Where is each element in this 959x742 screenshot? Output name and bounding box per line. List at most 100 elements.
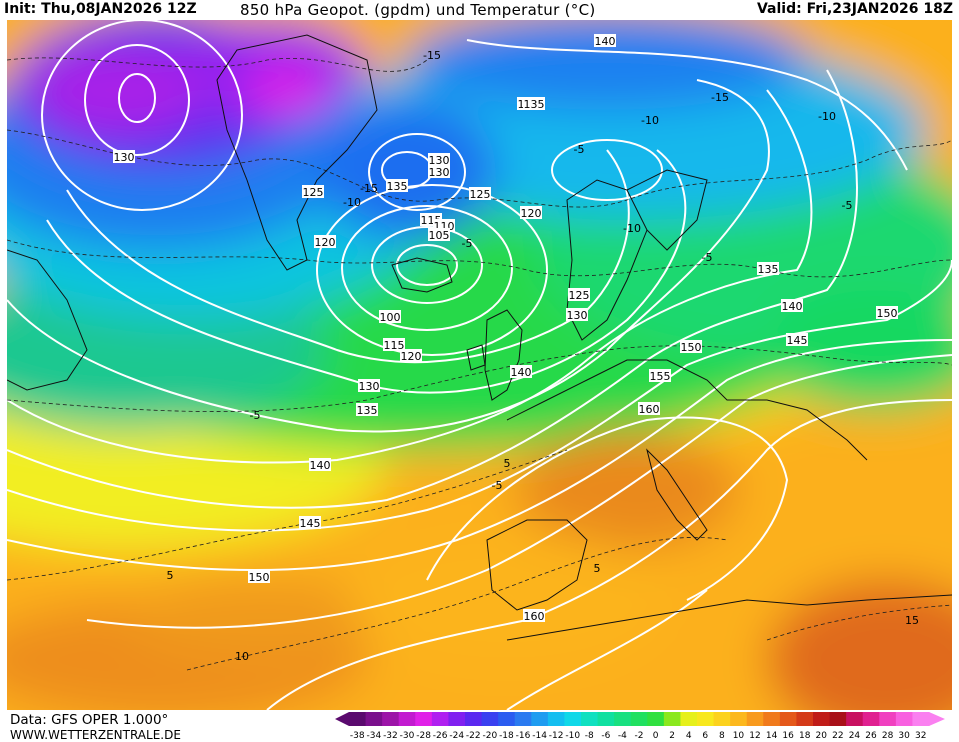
scale-swatch — [746, 712, 764, 726]
geopotential-label-1: 125 — [302, 185, 324, 199]
scale-tick-label: -38 — [350, 731, 365, 741]
scale-swatch — [398, 712, 416, 726]
scale-swatch — [564, 712, 582, 726]
scale-swatch — [680, 712, 698, 726]
temperature-label-10: 5 — [504, 457, 511, 470]
geopotential-label-text: 135 — [387, 180, 408, 193]
temperature-label-text: -5 — [574, 143, 585, 156]
scale-tick-label: 8 — [719, 731, 725, 741]
scale-swatch — [730, 712, 748, 726]
scale-swatch — [779, 712, 797, 726]
temperature-label-text: -5 — [492, 479, 503, 492]
scale-swatch — [614, 712, 632, 726]
scale-swatch — [465, 712, 483, 726]
geopotential-label-text: 160 — [524, 610, 545, 623]
geopotential-label-13: 100 — [379, 310, 401, 324]
geopotential-label-24: 150 — [680, 340, 702, 354]
temperature-label-5: -5 — [462, 237, 473, 250]
temperature-label-11: 5 — [594, 562, 601, 575]
scale-swatch — [895, 712, 913, 726]
geopotential-label-text: 140 — [511, 366, 532, 379]
scale-swatch — [415, 712, 433, 726]
scale-tick-label: -6 — [601, 731, 610, 741]
geopotential-label-7: 135 — [386, 179, 408, 193]
scale-swatch — [713, 712, 731, 726]
geopotential-label-29: 145 — [786, 333, 808, 347]
geopotential-isolines — [7, 20, 952, 710]
geopotential-label-26: 160 — [638, 402, 660, 416]
temperature-label-15: -10 — [641, 114, 659, 127]
geopotential-label-12: 105 — [428, 228, 450, 242]
scale-swatch — [481, 712, 499, 726]
geopotential-label-6: 130 — [428, 165, 450, 179]
scale-tick-label: -16 — [516, 731, 531, 741]
temperature-label-text: -15 — [711, 91, 729, 104]
scale-tick-label: 22 — [832, 731, 843, 741]
geopotential-label-19: 145 — [299, 516, 321, 530]
scale-tick-label: -4 — [618, 731, 627, 741]
geopotential-label-text: 125 — [303, 186, 324, 199]
geopotential-label-text: 150 — [681, 341, 702, 354]
scale-swatch — [581, 712, 599, 726]
temperature-label-13: 10 — [235, 650, 249, 663]
temperature-label-7: -10 — [623, 222, 641, 235]
scale-tick-label: 16 — [782, 731, 794, 741]
scale-tick-label: -14 — [532, 731, 547, 741]
scale-swatch — [647, 712, 665, 726]
scale-swatch — [547, 712, 565, 726]
geopotential-label-text: 145 — [300, 517, 321, 530]
geopotential-label-text: 130 — [429, 154, 450, 167]
geopotential-label-16: 130 — [358, 379, 380, 393]
temperature-field — [7, 20, 952, 710]
temperature-label-9: -5 — [250, 409, 261, 422]
temperature-label-17: -5 — [492, 479, 503, 492]
geopotential-label-22: 130 — [566, 308, 588, 322]
scale-tick-label: 26 — [865, 731, 877, 741]
geopotential-label-text: 130 — [359, 380, 380, 393]
geopotential-label-5: 130 — [428, 153, 450, 167]
scale-tick-label: -28 — [416, 731, 431, 741]
scale-swatch — [597, 712, 615, 726]
geopotential-label-text: 150 — [249, 571, 270, 584]
scale-arrow-left — [335, 712, 349, 726]
scale-tick-label: 24 — [849, 731, 861, 741]
temperature-label-12: 5 — [167, 569, 174, 582]
color-scale-bar: -38 -34 -32 -30 -28 -26 -24 -22 -20 -18 -16 -14 -12-… — [335, 712, 945, 741]
geopotential-label-18: 140 — [309, 458, 331, 472]
temperature-label-text: -10 — [641, 114, 659, 127]
geopotential-label-4: 140 — [594, 34, 616, 48]
scale-swatch — [862, 712, 880, 726]
geopotential-label-25: 155 — [649, 369, 671, 383]
scale-tick-label: -30 — [400, 731, 415, 741]
temperature-label-8: -5 — [702, 251, 713, 264]
scale-swatch — [813, 712, 831, 726]
scale-swatch — [829, 712, 847, 726]
data-source: Data: GFS OPER 1.000° — [10, 712, 169, 728]
scale-tick-label: -26 — [433, 731, 448, 741]
scale-tick-label: 18 — [799, 731, 811, 741]
geopotential-label-0: 130 — [113, 150, 135, 164]
geopotential-label-text: 135 — [357, 404, 378, 417]
scale-tick-label: -2 — [635, 731, 644, 741]
temperature-label-text: 5 — [504, 457, 511, 470]
geopotential-label-text: 120 — [315, 236, 336, 249]
temperature-label-3: -5 — [842, 199, 853, 212]
geopotential-label-text: 135 — [524, 98, 545, 111]
geopotential-label-9: 120 — [520, 206, 542, 220]
geopotential-label-layer: 1301251201351401301301351251201151101051… — [113, 34, 898, 623]
scale-tick-label: 14 — [766, 731, 778, 741]
geopotential-label-text: 155 — [650, 370, 671, 383]
geopotential-label-14: 115 — [383, 338, 405, 352]
scale-tick-label: 32 — [915, 731, 926, 741]
scale-tick-label: 28 — [882, 731, 894, 741]
temperature-label-text: -10 — [623, 222, 641, 235]
temperature-label-text: -5 — [702, 251, 713, 264]
temperature-label-text: 15 — [905, 614, 919, 627]
geopotential-label-15: 120 — [400, 349, 422, 363]
geopotential-label-23: 140 — [510, 365, 532, 379]
geopotential-label-28: 140 — [781, 299, 803, 313]
scale-swatch — [498, 712, 516, 726]
valid-time: Valid: Fri,23JAN2026 18Z — [756, 1, 953, 17]
scale-swatch — [796, 712, 814, 726]
